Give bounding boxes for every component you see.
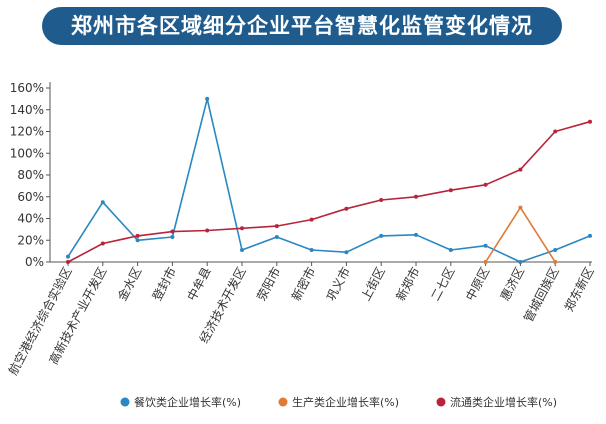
data-point [553, 260, 558, 264]
data-point [483, 260, 488, 264]
y-tick-label: 0% [25, 255, 44, 269]
legend-marker [278, 397, 288, 407]
legend: 餐饮类企业增长率(%) 生产类企业增长率(%) 流通类企业增长率(%) [120, 395, 557, 409]
data-point [448, 248, 453, 253]
series-line [67, 120, 591, 263]
data-point [100, 241, 105, 246]
data-point [274, 234, 279, 239]
y-tick-label: 160% [10, 81, 44, 95]
data-point [274, 224, 279, 229]
data-point [588, 119, 592, 124]
data-point [240, 226, 244, 231]
legend-label: 餐饮类企业增长率(%) [134, 395, 241, 409]
x-tick-label: 郑东新区 [561, 264, 597, 313]
x-tick-label: 新郑市 [392, 264, 422, 303]
data-point [170, 229, 175, 234]
y-tick-label: 40% [17, 212, 44, 226]
series-lines [66, 96, 592, 264]
data-point [379, 198, 384, 203]
data-point [414, 232, 418, 237]
data-point [66, 260, 70, 264]
data-point [379, 233, 384, 238]
data-point [448, 188, 453, 193]
data-point [588, 233, 592, 238]
data-point [344, 206, 349, 211]
x-tick-label: 管城回族区 [520, 264, 561, 324]
x-tick-label: 航空港经济综合实验区 [5, 264, 75, 377]
data-point [205, 228, 210, 233]
data-point [66, 254, 70, 259]
y-tick-label: 80% [17, 168, 44, 182]
data-point [135, 233, 140, 238]
series-line [67, 98, 591, 263]
data-point [553, 248, 558, 253]
data-point [309, 248, 314, 253]
data-point [414, 194, 418, 199]
x-tick-label: 金水区 [114, 264, 144, 303]
x-tick-label: 中牟县 [184, 264, 214, 303]
data-point [170, 234, 175, 239]
data-point [518, 260, 523, 264]
data-point [240, 248, 244, 253]
data-point [518, 205, 523, 210]
x-tick-label: 中原区 [462, 264, 492, 303]
x-tick-label: 新密市 [288, 264, 318, 303]
y-tick-label: 20% [17, 233, 44, 247]
y-tick-label: 120% [10, 125, 44, 139]
legend-marker [120, 397, 130, 407]
data-point [135, 238, 140, 243]
x-tick-label: 二七区 [428, 265, 457, 303]
y-tick-label: 60% [17, 190, 44, 204]
data-point [205, 96, 210, 101]
y-tick-label: 100% [10, 146, 44, 160]
chart-axes [49, 82, 592, 263]
y-tick-label: 140% [10, 103, 44, 117]
x-tick-label: 上街区 [359, 265, 388, 303]
data-point [309, 217, 314, 222]
x-tick-label: 荥阳市 [253, 264, 283, 303]
data-point [100, 200, 105, 205]
data-point [483, 243, 488, 248]
y-axis-ticks: 0% 20% 40% 60% 80% 100% 120% 140% 160% [10, 81, 50, 269]
legend-label: 生产类企业增长率(%) [292, 395, 399, 409]
legend-label: 流通类企业增长率(%) [450, 395, 557, 409]
legend-marker [436, 397, 446, 407]
data-point [518, 167, 523, 172]
x-tick-label: 巩义市 [323, 264, 353, 303]
data-point [344, 250, 349, 255]
data-point [483, 182, 488, 187]
data-point [553, 129, 558, 134]
chart-title: 郑州市各区域细分企业平台智慧化监管变化情况 [42, 7, 562, 45]
x-tick-label: 登封市 [149, 264, 179, 303]
x-tick-label: 惠济区 [497, 264, 527, 303]
